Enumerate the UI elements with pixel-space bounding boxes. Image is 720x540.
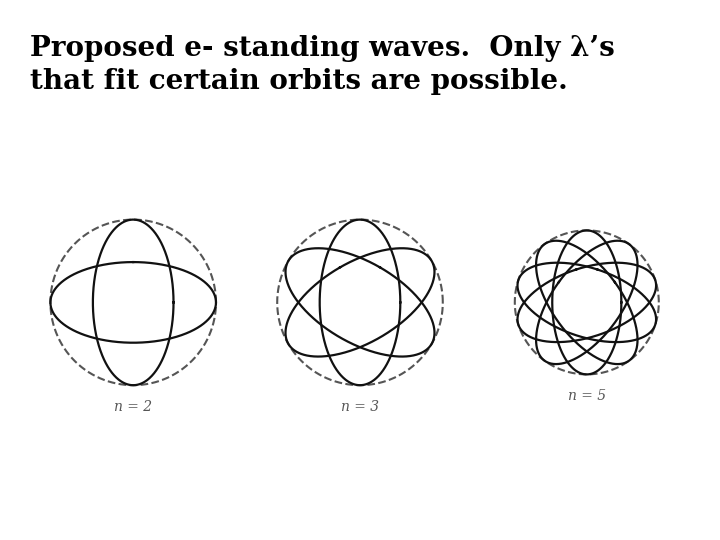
Text: n = 5: n = 5 [568,389,606,403]
Text: n = 2: n = 2 [114,400,152,414]
Text: n = 3: n = 3 [341,400,379,414]
Text: Proposed e- standing waves.  Only λ’s
that fit certain orbits are possible.: Proposed e- standing waves. Only λ’s tha… [30,35,615,95]
